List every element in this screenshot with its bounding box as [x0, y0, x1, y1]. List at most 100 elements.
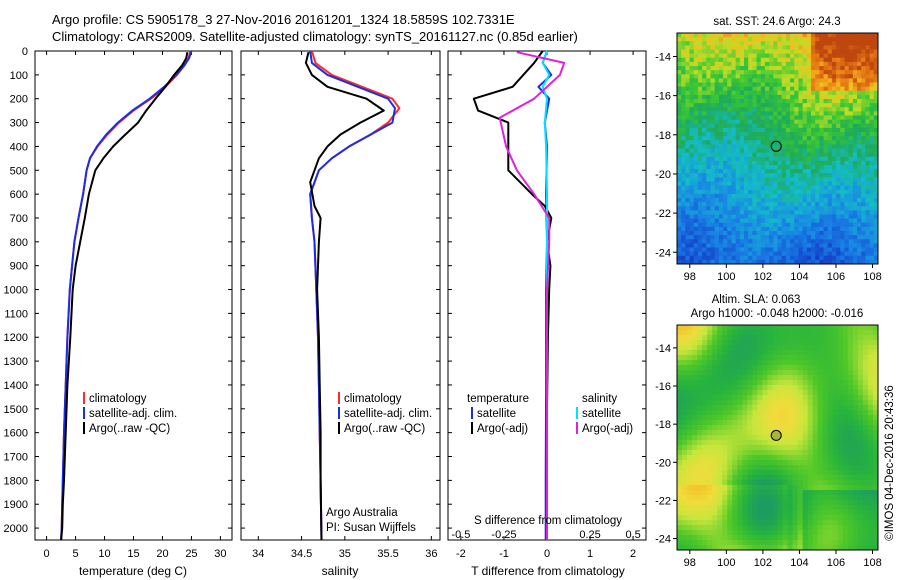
heatmap-cell: [732, 385, 738, 391]
heatmap-cell: [735, 214, 741, 220]
heatmap-cell: [836, 222, 841, 228]
heatmap-cell: [836, 61, 841, 67]
heatmap-cell: [802, 355, 809, 361]
heatmap-cell: [702, 45, 707, 50]
heatmap-cell: [689, 127, 695, 133]
heatmap-cell: [857, 86, 862, 92]
heatmap-cell: [861, 198, 866, 203]
heatmap-cell: [807, 395, 814, 401]
heatmap-cell: [752, 251, 757, 257]
heatmap-cell: [687, 335, 693, 341]
heatmap-cell: [862, 460, 869, 466]
heatmap-cell: [677, 127, 682, 133]
heatmap-cell: [852, 420, 859, 426]
heatmap-cell: [706, 41, 711, 46]
heatmap-cell: [807, 495, 814, 501]
heatmap-cell: [790, 57, 795, 63]
heatmap-cell: [844, 41, 850, 46]
heatmap-cell: [764, 160, 770, 166]
heatmap-cell: [757, 535, 763, 541]
heatmap-cell: [781, 53, 787, 59]
heatmap-cell: [760, 107, 766, 112]
heatmap-cell: [760, 37, 766, 42]
heatmap-cell: [714, 148, 720, 154]
heatmap-cell: [867, 400, 874, 406]
heatmap-cell: [692, 485, 698, 491]
heatmap-cell: [819, 210, 824, 215]
heatmap-cell: [702, 94, 707, 100]
heatmap-cell: [707, 375, 713, 381]
heatmap-cell: [836, 165, 841, 170]
heatmap-cell: [697, 140, 703, 145]
heatmap-cell: [777, 535, 783, 541]
heatmap-cell: [836, 123, 841, 129]
heatmap-cell: [862, 525, 869, 531]
heatmap-cell: [836, 156, 841, 162]
heatmap-cell: [802, 405, 809, 411]
heatmap-cell: [842, 360, 849, 366]
heatmap-cell: [757, 490, 763, 496]
heatmap-cell: [797, 525, 804, 531]
heatmap-cell: [817, 405, 824, 411]
depth-tick-label: 1600: [4, 428, 28, 440]
heatmap-cell: [869, 61, 875, 67]
heatmap-cell: [806, 189, 812, 195]
heatmap-cell: [739, 226, 745, 232]
heatmap-cell: [682, 530, 688, 536]
heatmap-cell: [752, 450, 758, 456]
map-y-tick-label: -22: [655, 495, 671, 507]
heatmap-cell: [706, 45, 711, 50]
sla-map-ticks: 98 100 102 104 106 108-14-16-18-20-22-24: [655, 343, 882, 569]
heatmap-cell: [844, 123, 850, 129]
heatmap-cell: [732, 355, 738, 361]
difference-panel: -2 -1 0 1 2 temperature satellite Argo(-adj)…: [447, 50, 647, 578]
heatmap-cell: [756, 90, 762, 96]
heatmap-cell: [677, 540, 683, 546]
heatmap-cell: [769, 49, 774, 55]
heatmap-cell: [757, 435, 763, 441]
heatmap-cell: [722, 505, 728, 511]
heatmap-cell: [785, 198, 791, 203]
heatmap-cell: [815, 119, 820, 125]
heatmap-cell: [840, 160, 845, 166]
heatmap-cell: [697, 445, 703, 451]
heatmap-cell: [697, 460, 703, 466]
heatmap-cell: [812, 485, 819, 491]
heatmap-cell: [823, 251, 829, 257]
heatmap-cell: [777, 226, 783, 232]
heatmap-cell: [822, 390, 829, 396]
heatmap-cell: [697, 37, 703, 42]
heatmap-cell: [773, 189, 778, 195]
heatmap-cell: [836, 152, 841, 158]
heatmap-cell: [685, 94, 690, 100]
heatmap-cell: [869, 107, 875, 112]
heatmap-cell: [794, 140, 799, 145]
heatmap-cell: [836, 160, 841, 166]
heatmap-cell: [677, 455, 683, 461]
heatmap-cell: [748, 37, 753, 42]
heatmap-cell: [747, 370, 753, 376]
heatmap-cell: [693, 111, 699, 116]
salinity-ticks: 34 34.5 35 35.5 36: [241, 50, 440, 560]
heatmap-cell: [772, 430, 778, 436]
heatmap-cell: [787, 475, 793, 481]
heatmap-cell: [827, 460, 834, 466]
heatmap-cell: [823, 231, 829, 236]
heatmap-cell: [862, 360, 869, 366]
heatmap-cell: [681, 45, 686, 50]
heatmap-cell: [747, 525, 753, 531]
heatmap-cell: [815, 226, 820, 232]
heatmap-cell: [692, 535, 698, 541]
heatmap-cell: [831, 181, 837, 187]
heatmap-cell: [727, 430, 733, 436]
heatmap-cell: [702, 410, 708, 416]
heatmap-cell: [857, 440, 864, 446]
heatmap-cell: [782, 445, 788, 451]
heatmap-cell: [685, 123, 690, 129]
heatmap-cell: [710, 222, 716, 228]
heatmap-cell: [739, 136, 745, 141]
heatmap-cell: [714, 206, 720, 211]
heatmap-cell: [739, 198, 745, 203]
heatmap-cell: [823, 49, 829, 55]
depth-tick-label: 1500: [4, 404, 28, 416]
